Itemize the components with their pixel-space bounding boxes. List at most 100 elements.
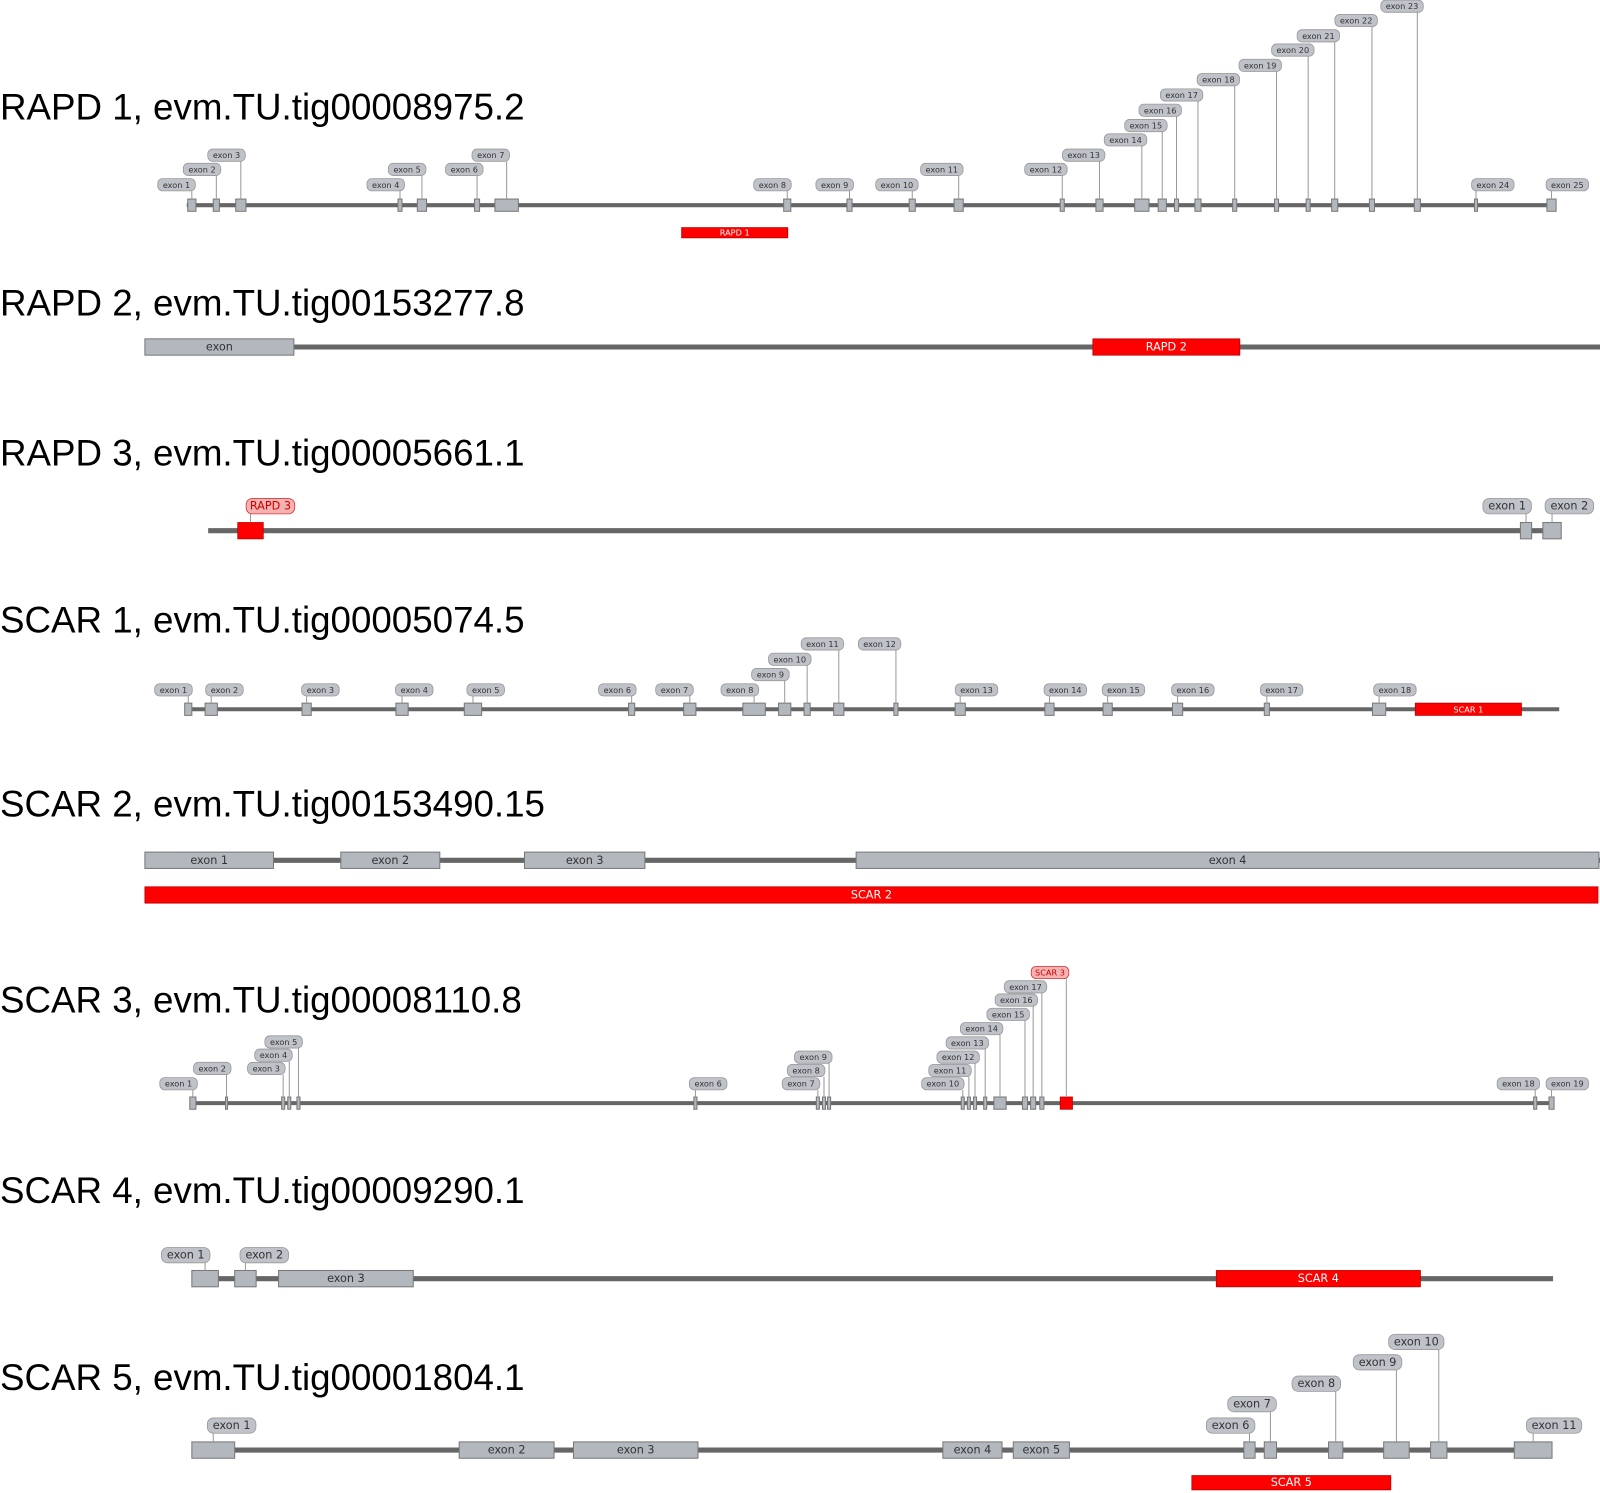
exon [1059, 198, 1065, 212]
exon-label: exon 1 [190, 854, 228, 867]
exon [1331, 198, 1339, 212]
label-pill [1238, 58, 1282, 72]
label-pill [245, 498, 296, 515]
exon-label: exon 21 [1302, 31, 1335, 41]
exon [1413, 198, 1421, 212]
exon [572, 1441, 699, 1459]
exon [1232, 198, 1238, 212]
label-pill [1171, 683, 1215, 697]
exon [628, 702, 636, 716]
exon [397, 198, 403, 212]
exon-label: exon 1 [1488, 500, 1526, 513]
exon [287, 1096, 292, 1110]
exon-label: exon 12 [942, 1052, 975, 1062]
exon-label: exon 11 [934, 1065, 967, 1075]
label-pill [1271, 43, 1315, 57]
label-pill [753, 178, 792, 192]
exon-label: exon 7 [661, 685, 688, 695]
label-pill [986, 1007, 1030, 1021]
marker [1092, 338, 1241, 356]
exon-label: exon 17 [1009, 982, 1042, 992]
exon [855, 851, 1600, 869]
exon [993, 1096, 1007, 1110]
exon [1548, 1096, 1555, 1110]
exon [1328, 1441, 1344, 1459]
label-pill [598, 683, 637, 697]
label-pill [205, 683, 244, 697]
exon [1533, 1096, 1538, 1110]
label-pill [1471, 178, 1515, 192]
exon-label: exon 12 [863, 639, 896, 649]
marker [1191, 1475, 1392, 1491]
exon [1030, 1096, 1037, 1110]
exon-label: exon 18 [1379, 685, 1412, 695]
exon-label: exon 2 [199, 1063, 226, 1073]
exon [1305, 198, 1311, 212]
exon-label: exon 3 [307, 685, 334, 695]
exon [1044, 702, 1055, 716]
exon-label: exon 17 [1265, 685, 1298, 695]
exon-label: exon 2 [245, 1249, 283, 1262]
exon [473, 198, 481, 212]
label-pill [239, 1247, 289, 1264]
exon-label: exon 10 [1394, 1335, 1439, 1348]
exon-label: exon 7 [477, 150, 504, 160]
exon-label: exon 15 [1107, 685, 1140, 695]
marker [1215, 1270, 1421, 1288]
exon-label: exon 19 [1551, 1079, 1584, 1089]
exon-label: exon 4 [372, 180, 399, 190]
exon-label: exon 18 [1502, 1079, 1535, 1089]
label-pill [206, 1417, 257, 1434]
label-pill [1296, 29, 1340, 43]
exon-label: exon 2 [371, 854, 409, 867]
exon [395, 702, 409, 716]
exon [1243, 1441, 1256, 1459]
exon-label: exon 16 [1177, 685, 1210, 695]
label-pill [1205, 1417, 1256, 1434]
exon [1039, 1096, 1045, 1110]
exon [693, 1096, 698, 1110]
exon [463, 702, 483, 716]
label-pill [1259, 683, 1304, 697]
label-pill [928, 1063, 972, 1078]
exon [1134, 198, 1150, 212]
label-pill [1526, 1417, 1583, 1434]
label-pill [794, 1050, 833, 1064]
exon [846, 198, 853, 212]
label-pill [1024, 162, 1068, 176]
track-title: SCAR 2, evm.TU.tig00153490.15 [0, 783, 545, 824]
exon-label: exon 20 [1277, 45, 1310, 55]
marker [144, 886, 1599, 904]
exon [1542, 522, 1562, 540]
label-pill [445, 162, 484, 176]
exon-label: exon 2 [211, 685, 238, 695]
label-pill [815, 178, 854, 192]
marker-label: SCAR 5 [1271, 1476, 1312, 1489]
marker [1414, 702, 1522, 716]
exon [954, 702, 966, 716]
exon [1102, 702, 1113, 716]
exon-label: exon 8 [792, 1065, 819, 1075]
exon [1194, 198, 1202, 212]
exon [893, 702, 899, 716]
exon-label: exon 9 [800, 1052, 827, 1062]
exon [416, 198, 428, 212]
exon [821, 1096, 827, 1110]
exon [833, 702, 845, 716]
label-pill [159, 1077, 198, 1091]
exon [827, 1096, 832, 1110]
label-pill [366, 178, 405, 192]
track-title: RAPD 1, evm.TU.tig00008975.2 [0, 86, 525, 127]
label-pill [1138, 103, 1182, 117]
label-pill [1496, 1077, 1540, 1091]
exon-label: exon 3 [253, 1063, 280, 1073]
exon-label: exon 2 [1551, 500, 1589, 513]
exon [1173, 198, 1180, 212]
exon-label: exon 14 [1109, 135, 1142, 145]
exon [189, 1096, 197, 1110]
marker-label: RAPD 1 [720, 228, 750, 238]
marker-label: SCAR 2 [851, 888, 892, 901]
exon-label: exon 13 [951, 1038, 984, 1048]
track-title: RAPD 2, evm.TU.tig00153277.8 [0, 282, 525, 323]
